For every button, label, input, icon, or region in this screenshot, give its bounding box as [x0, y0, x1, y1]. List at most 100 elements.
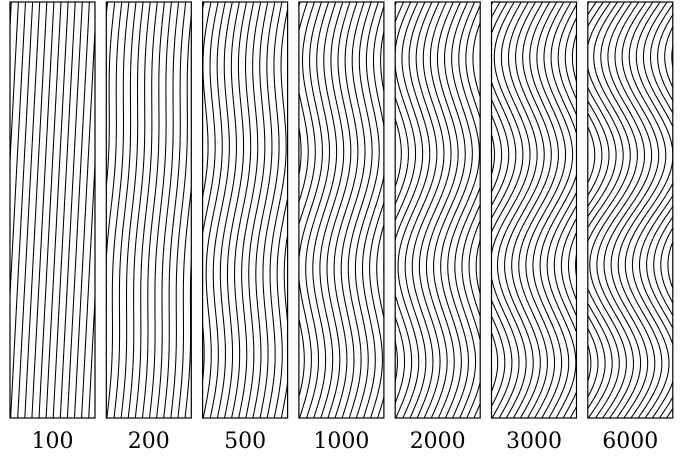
- streamline: [24, 2, 48, 418]
- streamline: [597, 2, 637, 418]
- streamline: [491, 2, 517, 408]
- panel-label: 100: [32, 429, 74, 454]
- streamline: [326, 2, 352, 418]
- streamline: [280, 231, 288, 418]
- streamline: [411, 2, 445, 418]
- panel-label: 2000: [410, 429, 466, 454]
- streamline: [163, 2, 187, 418]
- streamline: [17, 2, 41, 418]
- streamline: [496, 2, 538, 418]
- streamline: [88, 288, 95, 418]
- streamline: [511, 2, 552, 418]
- streamline: [425, 2, 459, 418]
- panel-frame: [202, 1, 289, 419]
- panel-label: 6000: [602, 429, 658, 454]
- streamline: [202, 2, 205, 12]
- streamline: [587, 2, 631, 418]
- streamline: [298, 2, 316, 399]
- panel-7: 6000: [587, 1, 688, 454]
- streamline: [404, 2, 438, 418]
- streamline: [539, 2, 577, 418]
- streamline: [369, 29, 384, 418]
- streamline: [639, 3, 673, 418]
- streamline: [491, 2, 510, 393]
- streamline: [81, 154, 95, 418]
- panel-6: 3000: [490, 1, 637, 454]
- streamline: [273, 195, 288, 418]
- streamline: [590, 2, 630, 418]
- streamline: [587, 2, 624, 418]
- streamline: [127, 2, 151, 418]
- streamline: [148, 2, 173, 418]
- streamline: [587, 2, 617, 410]
- streamline: [64, 2, 86, 418]
- panel-1: 100: [0, 1, 96, 454]
- panel-6-curves: [491, 2, 637, 418]
- streamline: [319, 2, 345, 418]
- streamline: [333, 2, 359, 418]
- streamline: [305, 2, 331, 418]
- streamline: [340, 2, 366, 418]
- panel-label: 1000: [313, 429, 369, 454]
- panel-4: 1000: [298, 1, 385, 454]
- streamline: [216, 2, 240, 418]
- streamline: [209, 2, 233, 418]
- streamline: [553, 16, 577, 418]
- streamline: [59, 2, 83, 418]
- streamline: [231, 2, 255, 418]
- panel-2: 200: [64, 1, 192, 454]
- streamline: [266, 6, 288, 418]
- panel-1-curves: [0, 2, 95, 418]
- streamline: [395, 2, 424, 418]
- streamline: [433, 2, 466, 418]
- streamline: [223, 2, 248, 418]
- streamline: [603, 2, 653, 418]
- streamline: [10, 2, 19, 171]
- streamline: [418, 2, 452, 418]
- streamline: [120, 2, 144, 418]
- panel-frame: [394, 1, 481, 419]
- streamline: [245, 2, 269, 418]
- streamline: [587, 2, 610, 398]
- streamline: [52, 2, 76, 418]
- panel-label: 3000: [506, 429, 562, 454]
- streamline: [79, 2, 101, 418]
- streamline: [156, 2, 180, 418]
- streamline: [10, 2, 34, 418]
- streamline: [31, 2, 55, 418]
- streamline: [106, 2, 116, 192]
- streamline: [184, 252, 192, 418]
- panel-frame: [105, 1, 192, 419]
- panel-frame: [298, 1, 385, 419]
- panel-label: 500: [224, 429, 266, 454]
- streamline: [440, 2, 473, 418]
- streamline: [175, 2, 197, 418]
- streamline: [303, 2, 325, 418]
- streamline: [447, 2, 480, 418]
- streamline: [532, 2, 574, 418]
- streamline: [682, 2, 688, 418]
- streamline: [168, 2, 190, 418]
- streamline: [0, 2, 4, 418]
- streamline: [298, 2, 323, 418]
- streamline: [583, 2, 623, 418]
- streamline: [361, 4, 384, 418]
- streamline: [238, 2, 262, 418]
- streamline: [491, 2, 531, 418]
- streamline: [312, 2, 338, 418]
- streamline: [675, 2, 688, 418]
- streamline: [397, 2, 431, 418]
- panel-5-curves: [395, 2, 481, 418]
- streamline: [45, 2, 69, 418]
- streamline: [177, 182, 192, 418]
- streamline: [395, 2, 409, 384]
- streamline: [596, 2, 645, 418]
- panel-2-curves: [64, 2, 192, 418]
- streamline: [491, 2, 524, 418]
- panel-7-curves: [587, 2, 688, 418]
- streamline: [106, 2, 109, 19]
- streamline: [106, 2, 123, 268]
- panel-3-curves: [168, 2, 325, 418]
- streamline: [454, 4, 481, 418]
- panel-5: 2000: [394, 1, 481, 454]
